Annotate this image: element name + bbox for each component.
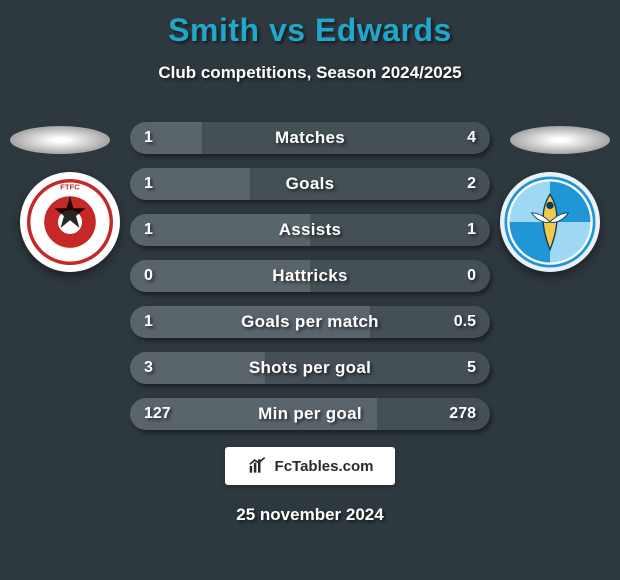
stat-value-right: 4 <box>467 122 476 154</box>
stat-label: Shots per goal <box>130 352 490 384</box>
club-crest-left-icon: FTFC <box>27 179 113 265</box>
stat-row: Matches1 4 <box>130 122 490 154</box>
comparison-card: Smith vs Edwards Club competitions, Seas… <box>0 0 620 580</box>
stat-value-left: 1 <box>144 168 153 200</box>
stat-label: Hattricks <box>130 260 490 292</box>
stat-row: Assists1 1 <box>130 214 490 246</box>
stats-panel: Matches14Goals12Assists11Hattricks00Goal… <box>130 122 490 444</box>
stat-value-left: 3 <box>144 352 153 384</box>
stat-value-right: 5 <box>467 352 476 384</box>
stat-value-left: 1 <box>144 306 153 338</box>
watermark-text: FcTables.com <box>275 458 374 475</box>
stat-value-right: 0.5 <box>454 306 476 338</box>
stat-label: Min per goal <box>130 398 490 430</box>
stat-value-left: 0 <box>144 260 153 292</box>
stat-row: Min per goal127 278 <box>130 398 490 430</box>
stat-value-right: 1 <box>467 214 476 246</box>
stat-value-right: 0 <box>467 260 476 292</box>
watermark-chart-icon <box>247 456 269 476</box>
stat-label: Goals per match <box>130 306 490 338</box>
svg-text:FTFC: FTFC <box>60 182 80 191</box>
page-title: Smith vs Edwards <box>0 0 620 49</box>
player-shadow-right <box>510 126 610 154</box>
stat-label: Goals <box>130 168 490 200</box>
stat-value-right: 2 <box>467 168 476 200</box>
player-shadow-left <box>10 126 110 154</box>
club-badge-right <box>500 172 600 272</box>
stat-label: Assists <box>130 214 490 246</box>
club-badge-left: FTFC <box>20 172 120 272</box>
stat-label: Matches <box>130 122 490 154</box>
stat-value-left: 127 <box>144 398 171 430</box>
stat-value-left: 1 <box>144 214 153 246</box>
stat-row: Shots per goal3 5 <box>130 352 490 384</box>
stat-row: Hattricks0 0 <box>130 260 490 292</box>
stat-value-right: 278 <box>449 398 476 430</box>
snapshot-date: 25 november 2024 <box>0 505 620 525</box>
subtitle: Club competitions, Season 2024/2025 <box>0 63 620 83</box>
watermark: FcTables.com <box>225 447 395 485</box>
stat-value-left: 1 <box>144 122 153 154</box>
club-crest-right-icon <box>504 176 596 268</box>
stat-row: Goals per match1 0.5 <box>130 306 490 338</box>
stat-row: Goals1 2 <box>130 168 490 200</box>
